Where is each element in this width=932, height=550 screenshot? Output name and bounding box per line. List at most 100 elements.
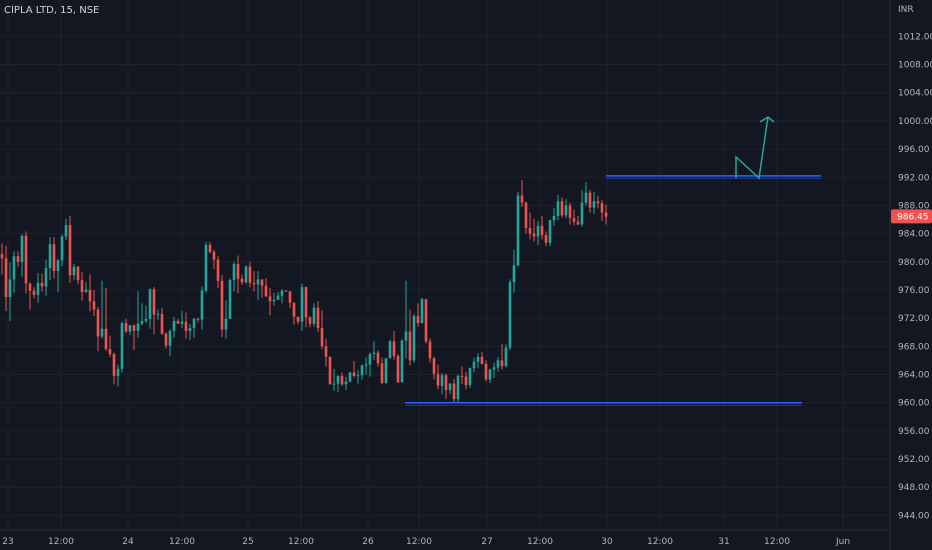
candle-body [252, 282, 256, 285]
candle-body [296, 316, 300, 322]
candle-body [516, 195, 520, 266]
candle-body [328, 356, 332, 385]
candle-body [348, 372, 352, 382]
price-tick-label: 964.00 [898, 371, 930, 381]
candle-body [84, 289, 88, 293]
candle-body [504, 347, 508, 367]
price-tick-label: 1004.00 [898, 89, 932, 99]
candle-body [388, 341, 392, 359]
candle-body [336, 375, 340, 384]
price-axis[interactable]: 1012.00 1008.00 1004.00 1000.00 996.00 992.00… [898, 32, 932, 521]
time-tick-label: 25 [242, 537, 253, 547]
candle-body [160, 313, 164, 334]
candle-body [212, 251, 216, 260]
arrow-path[interactable] [735, 116, 769, 180]
candle-body [192, 318, 196, 329]
candle-body [368, 354, 372, 365]
time-tick-label: 12:00 [48, 537, 74, 547]
time-tick-label: 27 [481, 537, 492, 547]
symbol-title[interactable]: CIPLA LTD, 15, NSE [4, 5, 100, 16]
candle-body [260, 279, 264, 286]
price-tick-label: 1012.00 [898, 32, 932, 42]
time-tick-label: 30 [601, 537, 613, 547]
candle-body [572, 218, 576, 222]
candle-body [424, 299, 428, 342]
candle-body [52, 244, 56, 271]
candle-body [208, 244, 212, 252]
candle-body [476, 356, 480, 362]
candle-body [284, 290, 288, 292]
candle-body [112, 354, 116, 376]
candle-body [280, 290, 284, 296]
candle-body [304, 287, 308, 318]
candle-body [156, 313, 160, 315]
candle-body [172, 320, 176, 331]
candle-body [464, 376, 468, 386]
candle-body [500, 360, 504, 367]
candle-body [164, 333, 168, 346]
annotations[interactable] [405, 175, 821, 406]
candle-body [72, 266, 76, 276]
candle-body [308, 317, 312, 324]
candle-body [532, 233, 536, 237]
candle-body [484, 363, 488, 380]
candle-body [420, 299, 424, 324]
price-tick-label: 980.00 [898, 258, 930, 268]
candle-body [344, 381, 348, 385]
candle-body [520, 195, 524, 203]
candle-body [76, 266, 80, 281]
price-tick-label: 968.00 [898, 342, 930, 352]
candle-body [48, 244, 52, 269]
candle-body [20, 235, 24, 262]
breakout-arrow[interactable] [735, 116, 775, 180]
candle-body [92, 301, 96, 310]
time-axis[interactable]: 23 12:00 24 12:00 25 12:00 26 12:00 27 12:00 30 12:… [2, 537, 850, 547]
candle-body [540, 225, 544, 236]
candle-body [596, 201, 600, 204]
price-tick-label: 960.00 [898, 399, 930, 409]
candle-body [580, 202, 584, 225]
candle-body [88, 289, 92, 302]
price-tick-label: 1008.00 [898, 61, 932, 71]
candle-body [460, 375, 464, 377]
candle-body [492, 367, 496, 370]
candle-body [224, 318, 228, 330]
price-tick-label: 988.00 [898, 201, 930, 211]
candle-body [28, 283, 32, 291]
candle-body [24, 235, 28, 284]
candle-body [560, 201, 564, 216]
candle-body [372, 352, 376, 355]
candle-body [568, 205, 572, 219]
candle-body [248, 266, 252, 283]
candle-body [152, 289, 156, 315]
time-tick-label: 12:00 [406, 537, 432, 547]
candle-body [16, 256, 20, 262]
candle-body [216, 259, 220, 281]
last-price-box [891, 209, 932, 224]
candle-body [288, 291, 292, 303]
candle-body [584, 192, 588, 203]
candle-body [232, 263, 236, 281]
last-price-value: 986.45 [897, 212, 929, 222]
candle-body [528, 227, 532, 234]
candle-body [60, 236, 64, 261]
candle-body [204, 244, 208, 291]
candle-body [524, 202, 528, 228]
candle-body [80, 280, 84, 293]
price-tick-label: 976.00 [898, 286, 930, 296]
candle-body [360, 365, 364, 376]
candle-body [168, 330, 172, 346]
candle-body [324, 346, 328, 357]
candle-body [256, 279, 260, 285]
arrow-head [759, 116, 775, 123]
candle-body [56, 260, 60, 271]
candle-body [272, 299, 276, 302]
time-tick-label: 12:00 [288, 537, 314, 547]
candle-body [104, 328, 108, 350]
candle-body [132, 325, 136, 331]
candle-body [404, 331, 408, 341]
price-tick-label: 984.00 [898, 230, 930, 240]
candle-body [44, 268, 48, 287]
